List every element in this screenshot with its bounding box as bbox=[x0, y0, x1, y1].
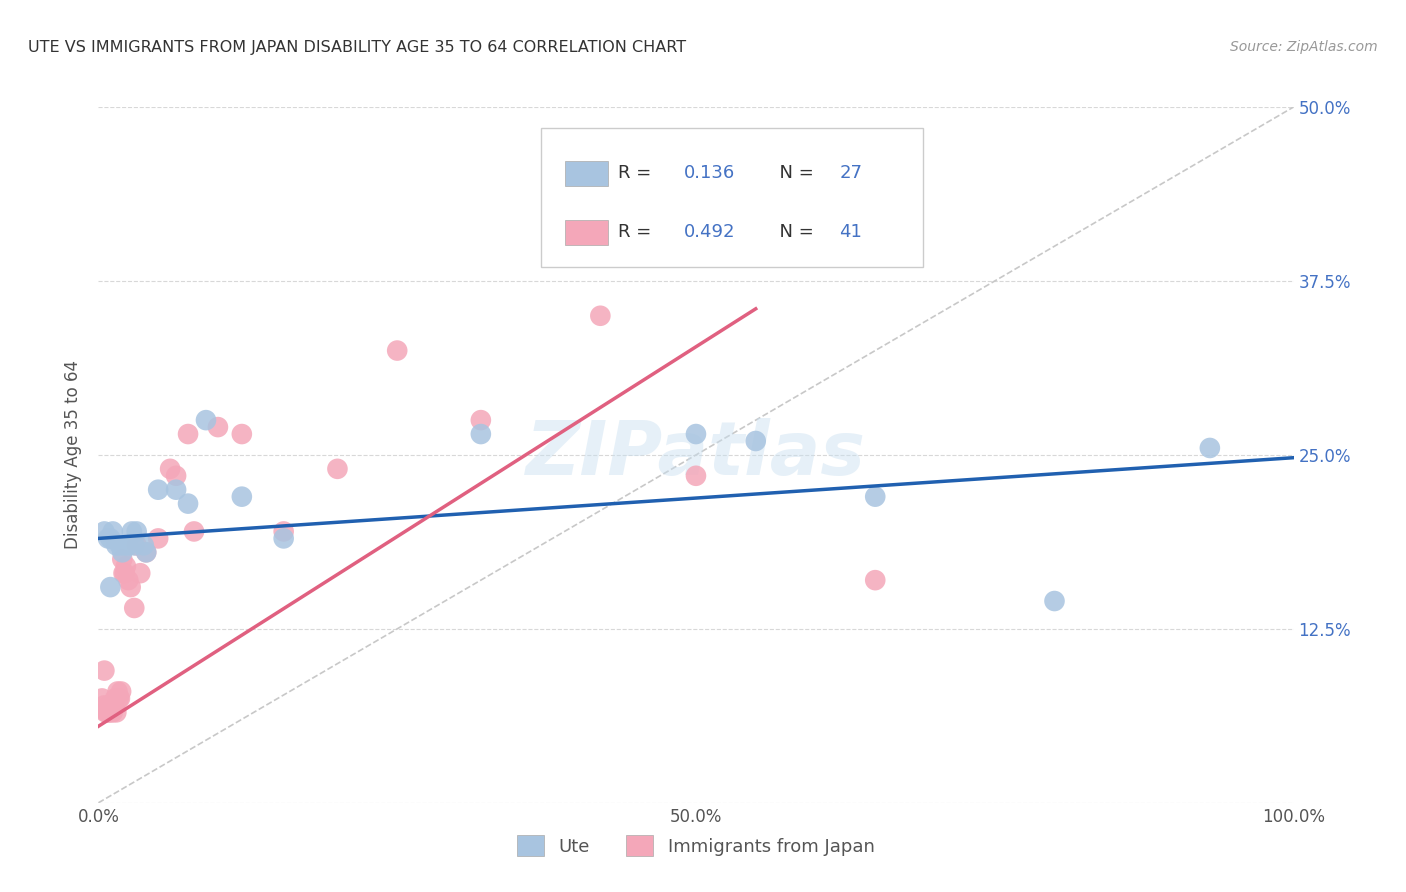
Y-axis label: Disability Age 35 to 64: Disability Age 35 to 64 bbox=[65, 360, 83, 549]
Point bbox=[470, 427, 492, 442]
Point bbox=[114, 566, 136, 581]
Point bbox=[104, 691, 127, 706]
Text: Source: ZipAtlas.com: Source: ZipAtlas.com bbox=[1230, 40, 1378, 54]
Point bbox=[231, 427, 253, 442]
Point bbox=[326, 462, 349, 476]
Point bbox=[135, 545, 157, 559]
Point bbox=[685, 427, 707, 442]
Point bbox=[114, 538, 136, 552]
Point bbox=[132, 538, 155, 552]
Point bbox=[125, 538, 148, 552]
Point bbox=[100, 698, 122, 713]
Point bbox=[111, 545, 134, 559]
Text: 0.492: 0.492 bbox=[685, 223, 735, 241]
Text: UTE VS IMMIGRANTS FROM JAPAN DISABILITY AGE 35 TO 64 CORRELATION CHART: UTE VS IMMIGRANTS FROM JAPAN DISABILITY … bbox=[28, 40, 686, 55]
Point bbox=[97, 532, 120, 546]
Point bbox=[103, 698, 125, 713]
Point bbox=[98, 706, 122, 720]
Point bbox=[124, 538, 146, 552]
Point bbox=[101, 524, 124, 539]
Point bbox=[177, 497, 200, 511]
Point bbox=[165, 483, 187, 497]
Point bbox=[117, 573, 139, 587]
Point bbox=[108, 691, 131, 706]
Point bbox=[177, 427, 200, 442]
Text: 27: 27 bbox=[839, 164, 862, 182]
Point bbox=[93, 664, 115, 678]
Point bbox=[207, 420, 229, 434]
Point bbox=[1199, 441, 1222, 455]
Point bbox=[112, 566, 135, 581]
Point bbox=[183, 524, 205, 539]
Point bbox=[470, 413, 492, 427]
Point bbox=[273, 524, 295, 539]
Point bbox=[865, 573, 887, 587]
FancyBboxPatch shape bbox=[541, 128, 922, 267]
Point bbox=[115, 559, 138, 574]
Point bbox=[1043, 594, 1066, 608]
Point bbox=[125, 524, 148, 539]
Point bbox=[124, 601, 146, 615]
Point bbox=[93, 698, 115, 713]
Text: 0.136: 0.136 bbox=[685, 164, 735, 182]
Point bbox=[98, 532, 122, 546]
Point bbox=[93, 524, 115, 539]
Point bbox=[135, 545, 157, 559]
Point bbox=[231, 490, 253, 504]
Point bbox=[165, 468, 187, 483]
Point bbox=[105, 538, 128, 552]
Point bbox=[121, 524, 143, 539]
Point bbox=[148, 483, 170, 497]
Point bbox=[101, 706, 124, 720]
Text: N =: N = bbox=[768, 164, 820, 182]
Point bbox=[111, 552, 134, 566]
Point bbox=[273, 532, 295, 546]
Point bbox=[385, 343, 409, 358]
Point bbox=[159, 462, 181, 476]
Point bbox=[91, 691, 114, 706]
Point bbox=[589, 309, 612, 323]
Text: ZIPatlas: ZIPatlas bbox=[526, 418, 866, 491]
Point bbox=[745, 434, 768, 448]
Legend: Ute, Immigrants from Japan: Ute, Immigrants from Japan bbox=[510, 828, 882, 863]
Point bbox=[865, 490, 887, 504]
Text: N =: N = bbox=[768, 223, 820, 241]
Text: R =: R = bbox=[619, 223, 657, 241]
Text: 41: 41 bbox=[839, 223, 862, 241]
Point bbox=[108, 538, 131, 552]
Point bbox=[685, 468, 707, 483]
Point bbox=[96, 706, 118, 720]
Point bbox=[117, 538, 139, 552]
Point bbox=[105, 706, 128, 720]
Point bbox=[195, 413, 218, 427]
Point bbox=[98, 580, 122, 594]
Point bbox=[94, 706, 117, 720]
Point bbox=[120, 580, 142, 594]
Point bbox=[98, 698, 121, 713]
Point bbox=[107, 684, 129, 698]
FancyBboxPatch shape bbox=[565, 161, 607, 186]
FancyBboxPatch shape bbox=[565, 219, 607, 244]
Point bbox=[107, 691, 129, 706]
Point bbox=[110, 684, 132, 698]
Point bbox=[129, 566, 152, 581]
Point bbox=[97, 706, 120, 720]
Point bbox=[148, 532, 170, 546]
Text: R =: R = bbox=[619, 164, 657, 182]
